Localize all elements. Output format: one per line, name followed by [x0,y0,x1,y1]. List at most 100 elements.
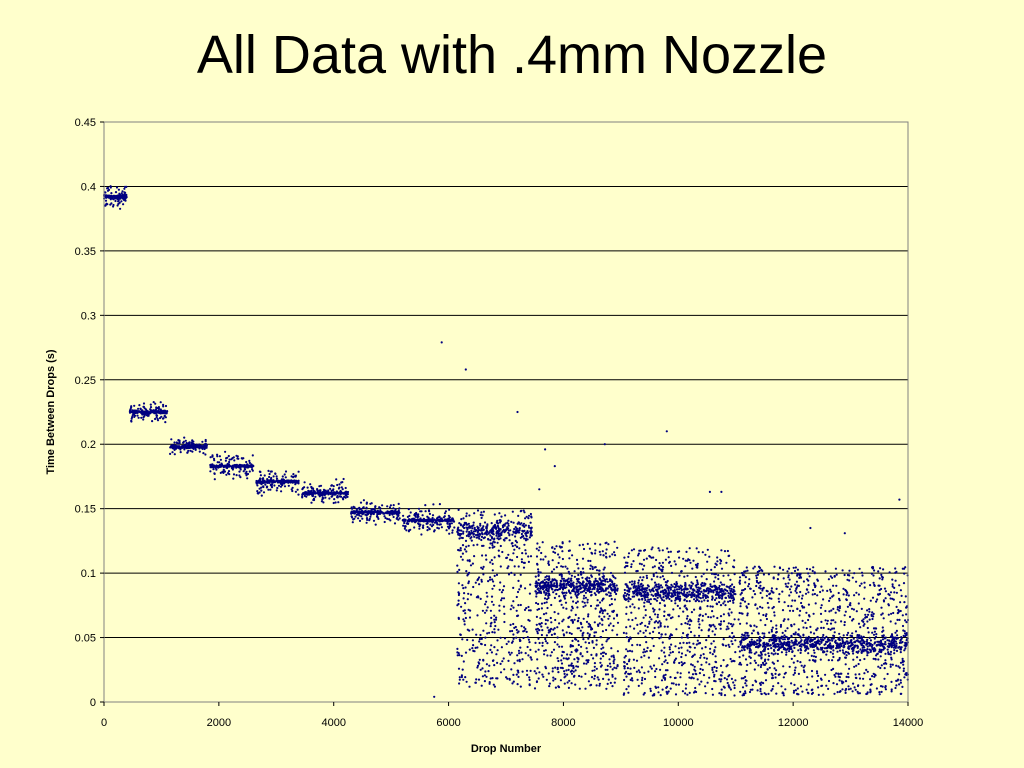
data-point [263,474,266,477]
data-point [550,603,553,607]
data-point [527,609,531,612]
data-point [699,606,702,609]
data-point [535,623,538,626]
data-point [649,665,652,668]
data-point [456,604,459,607]
data-point [552,679,555,682]
data-point [473,555,476,558]
data-point [576,606,579,609]
data-point [522,566,526,569]
data-point [480,566,483,569]
data-point [222,470,225,473]
data-point [703,656,706,659]
data-point [555,581,558,584]
data-point [107,188,111,191]
data-point [177,442,180,445]
data-point [830,619,833,622]
data-point [496,537,499,540]
data-point [183,448,186,451]
data-point [773,611,776,614]
data-point [704,646,707,649]
data-point [702,653,705,656]
data-point [118,201,121,204]
data-point [585,577,588,580]
data-point [476,614,479,617]
data-point [604,609,607,612]
data-point [777,682,780,685]
data-point [665,597,668,600]
data-point [192,440,195,443]
data-point [157,410,160,413]
data-point [755,584,758,588]
data-point [628,581,632,584]
data-point [788,588,792,591]
data-point [547,589,550,593]
data-point [702,592,705,595]
data-point [684,622,687,625]
data-point [457,599,460,602]
data-point [663,578,666,581]
data-point [386,505,389,508]
data-point [274,472,277,475]
data-point [269,488,272,491]
data-point [554,686,558,689]
data-point [244,465,247,468]
data-point [641,676,644,680]
data-point [638,644,642,647]
data-point [584,687,587,690]
data-point [493,685,496,688]
data-point [493,574,496,578]
data-point [734,679,737,682]
data-point [680,636,684,639]
data-point [255,479,258,483]
data-point [538,546,541,549]
data-point [461,638,464,641]
data-point [560,580,563,583]
data-point [609,665,612,668]
data-point [239,463,242,467]
data-point [766,668,769,671]
data-point [243,468,246,471]
data-point [519,584,523,587]
data-point [223,465,226,468]
data-point [461,558,464,561]
data-point [881,630,884,633]
data-point [590,683,593,687]
data-point [465,534,468,538]
data-point [728,614,731,617]
data-point [513,565,516,568]
data-point [277,484,281,487]
data-point [670,643,673,646]
data-point [493,631,496,634]
data-point [462,517,465,520]
data-point [114,199,117,203]
data-point [680,570,683,573]
data-point [338,495,341,498]
data-point [605,687,608,690]
data-point [162,405,165,408]
data-point [678,556,681,559]
data-point [678,588,681,591]
data-point [561,557,565,561]
data-point [445,529,448,532]
data-point [581,655,584,658]
data-point [515,541,519,544]
data-point [602,554,605,557]
data-point [611,668,614,671]
data-point [487,538,490,541]
data-point [224,459,227,462]
data-point [553,547,556,550]
data-point [577,658,580,661]
data-point [581,600,584,603]
data-point [256,490,259,493]
data-point [777,597,780,600]
data-point [543,597,547,600]
data-point [527,638,531,641]
data-point [709,616,713,619]
data-point [567,570,570,573]
data-point [492,580,495,583]
data-point [569,670,573,673]
data-point [682,641,685,644]
data-point [458,676,461,679]
